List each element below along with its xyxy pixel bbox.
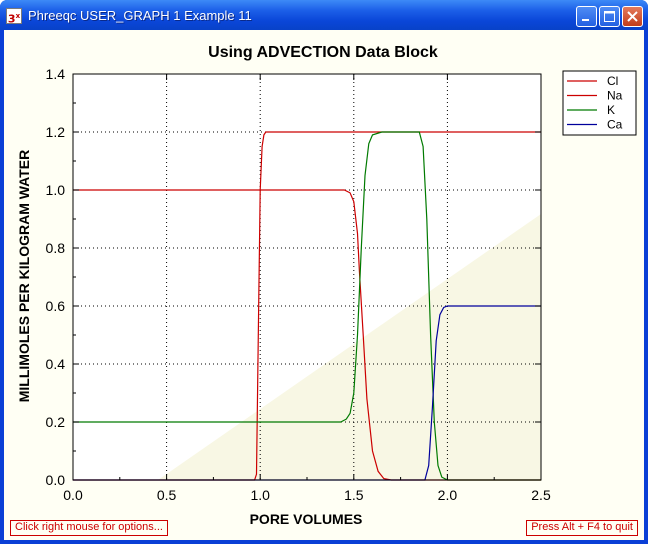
x-tick-label: 1.0: [250, 487, 270, 503]
y-tick-label: 1.2: [46, 124, 66, 140]
maximize-button[interactable]: [599, 6, 620, 27]
y-tick-label: 1.4: [46, 66, 66, 82]
maximize-icon: [604, 11, 615, 22]
x-tick-label: 2.0: [438, 487, 458, 503]
y-tick-label: 0.0: [46, 472, 66, 488]
y-tick-label: 1.0: [46, 182, 66, 198]
x-axis-label: PORE VOLUMES: [250, 511, 363, 527]
graph-client-area[interactable]: 0.0 0.5 1.0 1.5 2.0 2.5 0.0 0.2 0.4 0.6 0.8 1.0 1.2 1…: [4, 30, 644, 540]
series-line-na: [73, 189, 541, 481]
options-hint[interactable]: Click right mouse for options...: [10, 520, 168, 536]
series-line-ca: [73, 305, 541, 481]
close-button[interactable]: [622, 6, 643, 27]
quit-hint: Press Alt + F4 to quit: [526, 520, 638, 536]
y-tick-label: 0.8: [46, 240, 66, 256]
window-title: Phreeqc USER_GRAPH 1 Example 11: [28, 8, 252, 23]
y-tick-label: 0.6: [46, 298, 66, 314]
x-tick-label: 1.5: [344, 487, 364, 503]
chart[interactable]: 0.0 0.5 1.0 1.5 2.0 2.5 0.0 0.2 0.4 0.6 0.8 1.0 1.2 1…: [4, 30, 644, 540]
minimize-icon: [582, 19, 589, 21]
x-tick-label: 0.0: [63, 487, 83, 503]
chart-title: Using ADVECTION Data Block: [208, 44, 438, 61]
series-line-k: [73, 131, 541, 481]
legend-label-na: Na: [607, 89, 623, 103]
legend-label-k: K: [607, 103, 615, 117]
close-icon: [627, 11, 638, 22]
y-tick-label: 0.4: [46, 356, 66, 372]
legend-label-cl: Cl: [607, 74, 618, 88]
phreeqc-app-icon[interactable]: 3x: [6, 8, 22, 26]
y-axis-label: MILLIMOLES PER KILOGRAM WATER: [16, 150, 32, 403]
plot-shading: [158, 214, 541, 480]
minimize-button[interactable]: [576, 6, 597, 27]
title-bar[interactable]: 3x Phreeqc USER_GRAPH 1 Example 11: [0, 0, 648, 30]
x-tick-label: 2.5: [531, 487, 551, 503]
x-tick-label: 0.5: [157, 487, 177, 503]
legend-label-ca: Ca: [607, 118, 623, 132]
y-tick-label: 0.2: [46, 414, 66, 430]
